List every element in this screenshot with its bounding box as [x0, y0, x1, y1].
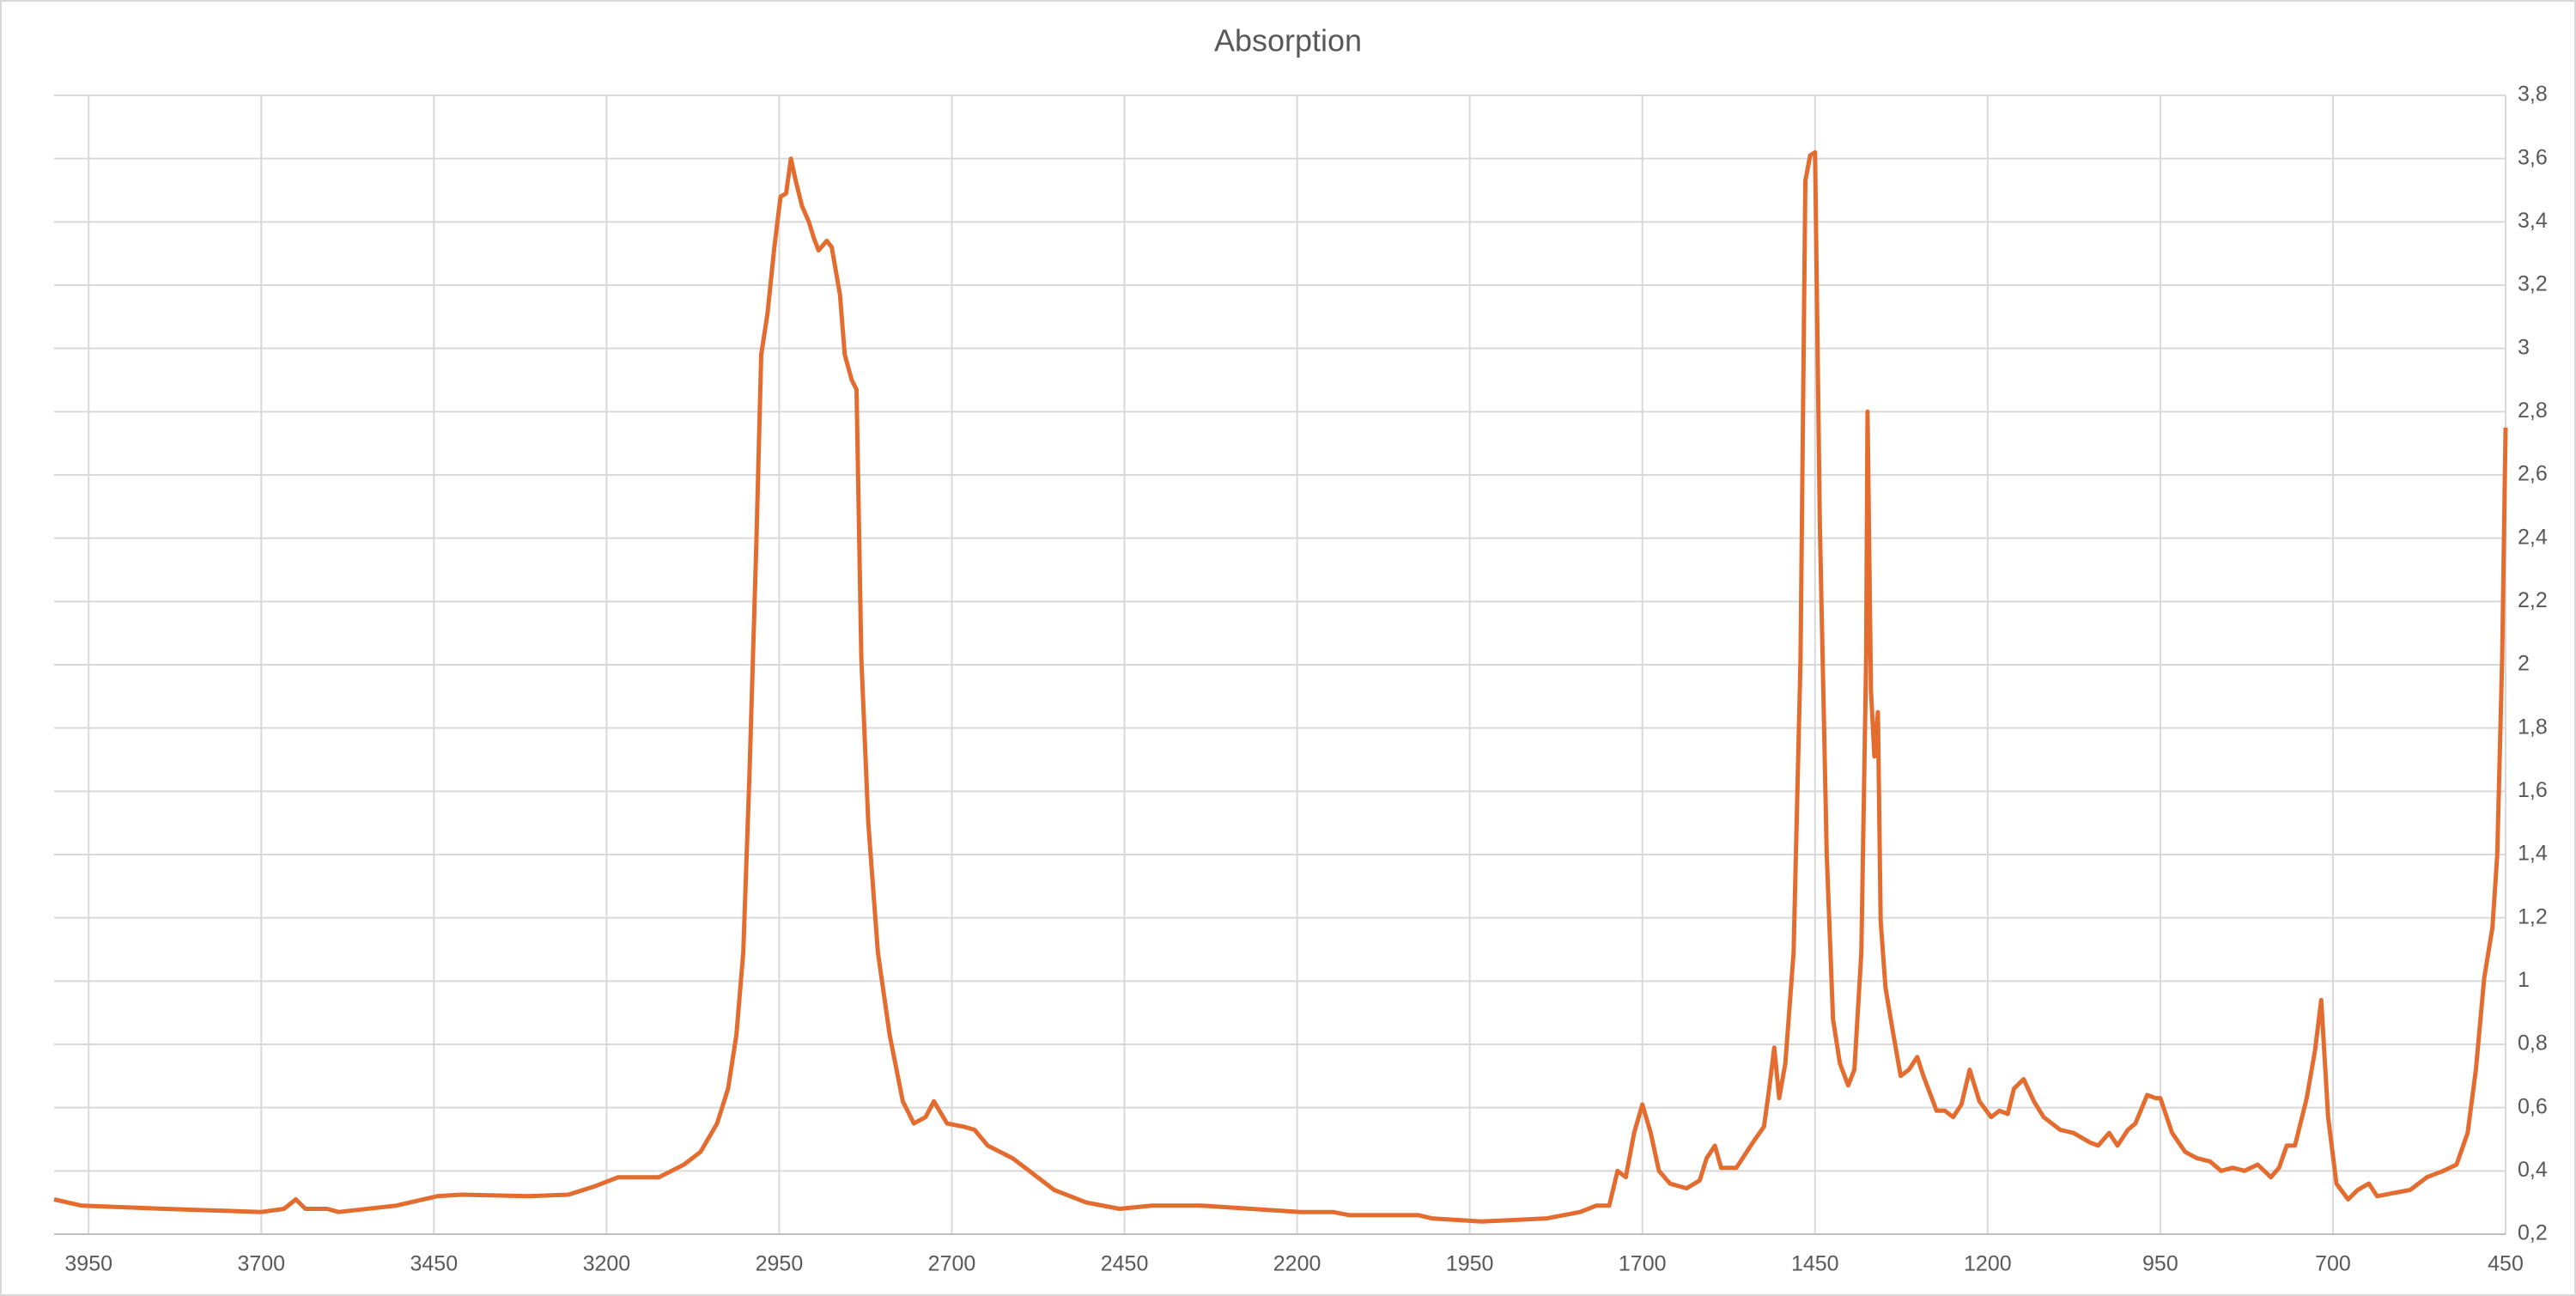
data-line: [53, 149, 2508, 1224]
x-tick-label: 2700: [928, 1252, 976, 1276]
y-tick-label: 1: [2518, 968, 2530, 992]
y-tick-label: 1,2: [2518, 904, 2548, 928]
x-tick-label: 1450: [1791, 1252, 1839, 1276]
y-tick-label: 0,4: [2518, 1158, 2548, 1182]
x-tick-label: 2450: [1101, 1252, 1149, 1276]
y-tick-label: 2,6: [2518, 462, 2548, 486]
y-tick-label: 3,6: [2518, 145, 2548, 169]
y-tick-label: 3,4: [2518, 209, 2548, 233]
x-tick-label: 1700: [1619, 1252, 1667, 1276]
y-tick-label: 3: [2518, 335, 2530, 359]
x-tick-label: 950: [2142, 1252, 2178, 1276]
y-tick-label: 1,6: [2518, 778, 2548, 802]
x-tick-label: 700: [2315, 1252, 2351, 1276]
y-tick-label: 0,8: [2518, 1031, 2548, 1056]
y-tick-label: 2,2: [2518, 588, 2548, 612]
x-tick-label: 2200: [1273, 1252, 1321, 1276]
y-tick-label: 0,2: [2518, 1221, 2548, 1245]
y-tick-label: 1,4: [2518, 842, 2548, 866]
x-tick-label: 1950: [1446, 1252, 1494, 1276]
x-tick-label: 1200: [1964, 1252, 2012, 1276]
x-tick-label: 3950: [64, 1252, 112, 1276]
y-tick-label: 2: [2518, 652, 2530, 676]
y-tick-label: 2,8: [2518, 399, 2548, 423]
y-tick-label: 1,8: [2518, 715, 2548, 739]
y-tick-label: 3,2: [2518, 272, 2548, 296]
y-tick-label: 0,6: [2518, 1094, 2548, 1118]
chart-title: Absorption: [1214, 23, 1362, 58]
x-tick-label: 2950: [756, 1252, 804, 1276]
x-tick-label: 3450: [410, 1252, 459, 1276]
x-tick-label: 3700: [237, 1252, 285, 1276]
x-tick-label: 3200: [583, 1252, 631, 1276]
x-tick-label: 450: [2488, 1252, 2524, 1276]
y-tick-label: 3,8: [2518, 82, 2548, 106]
y-tick-label: 2,4: [2518, 525, 2548, 549]
